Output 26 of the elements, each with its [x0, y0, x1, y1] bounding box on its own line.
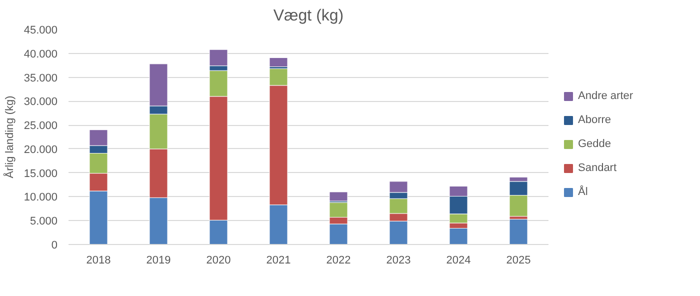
y-tick-label: 10.000	[24, 192, 58, 204]
x-tick-label: 2024	[446, 254, 471, 266]
y-tick-label: 45.000	[24, 24, 58, 36]
y-tick-label: 40.000	[24, 48, 58, 60]
legend-label: Ål	[578, 186, 589, 198]
x-tick-label: 2021	[266, 254, 291, 266]
bar	[509, 218, 528, 244]
x-tick-label: 2020	[206, 254, 231, 266]
y-axis-title: Årlig landing (kg)	[2, 96, 16, 178]
y-tick-label: 30.000	[24, 96, 58, 108]
y-tick-label: 0	[51, 240, 58, 252]
x-tick-label: 2019	[146, 254, 171, 266]
legend-label: Aborre	[578, 114, 612, 126]
legend-label: Gedde	[578, 138, 612, 150]
y-tick-label: 25.000	[24, 120, 58, 132]
y-tick-label: 15.000	[24, 168, 58, 180]
y-tick-label: 35.000	[24, 72, 58, 84]
legend-label: Sandart	[578, 162, 617, 174]
x-tick-label: 2022	[326, 254, 351, 266]
chart-title: Vægt (kg)	[273, 8, 344, 24]
x-tick-label: 2023	[386, 254, 411, 266]
x-tick-label: 2018	[86, 254, 111, 266]
y-tick-label: 20.000	[24, 144, 58, 156]
y-tick-label: 5.000	[30, 216, 58, 228]
legend-label: Andre arter	[578, 90, 634, 102]
x-tick-label: 2025	[506, 254, 531, 266]
